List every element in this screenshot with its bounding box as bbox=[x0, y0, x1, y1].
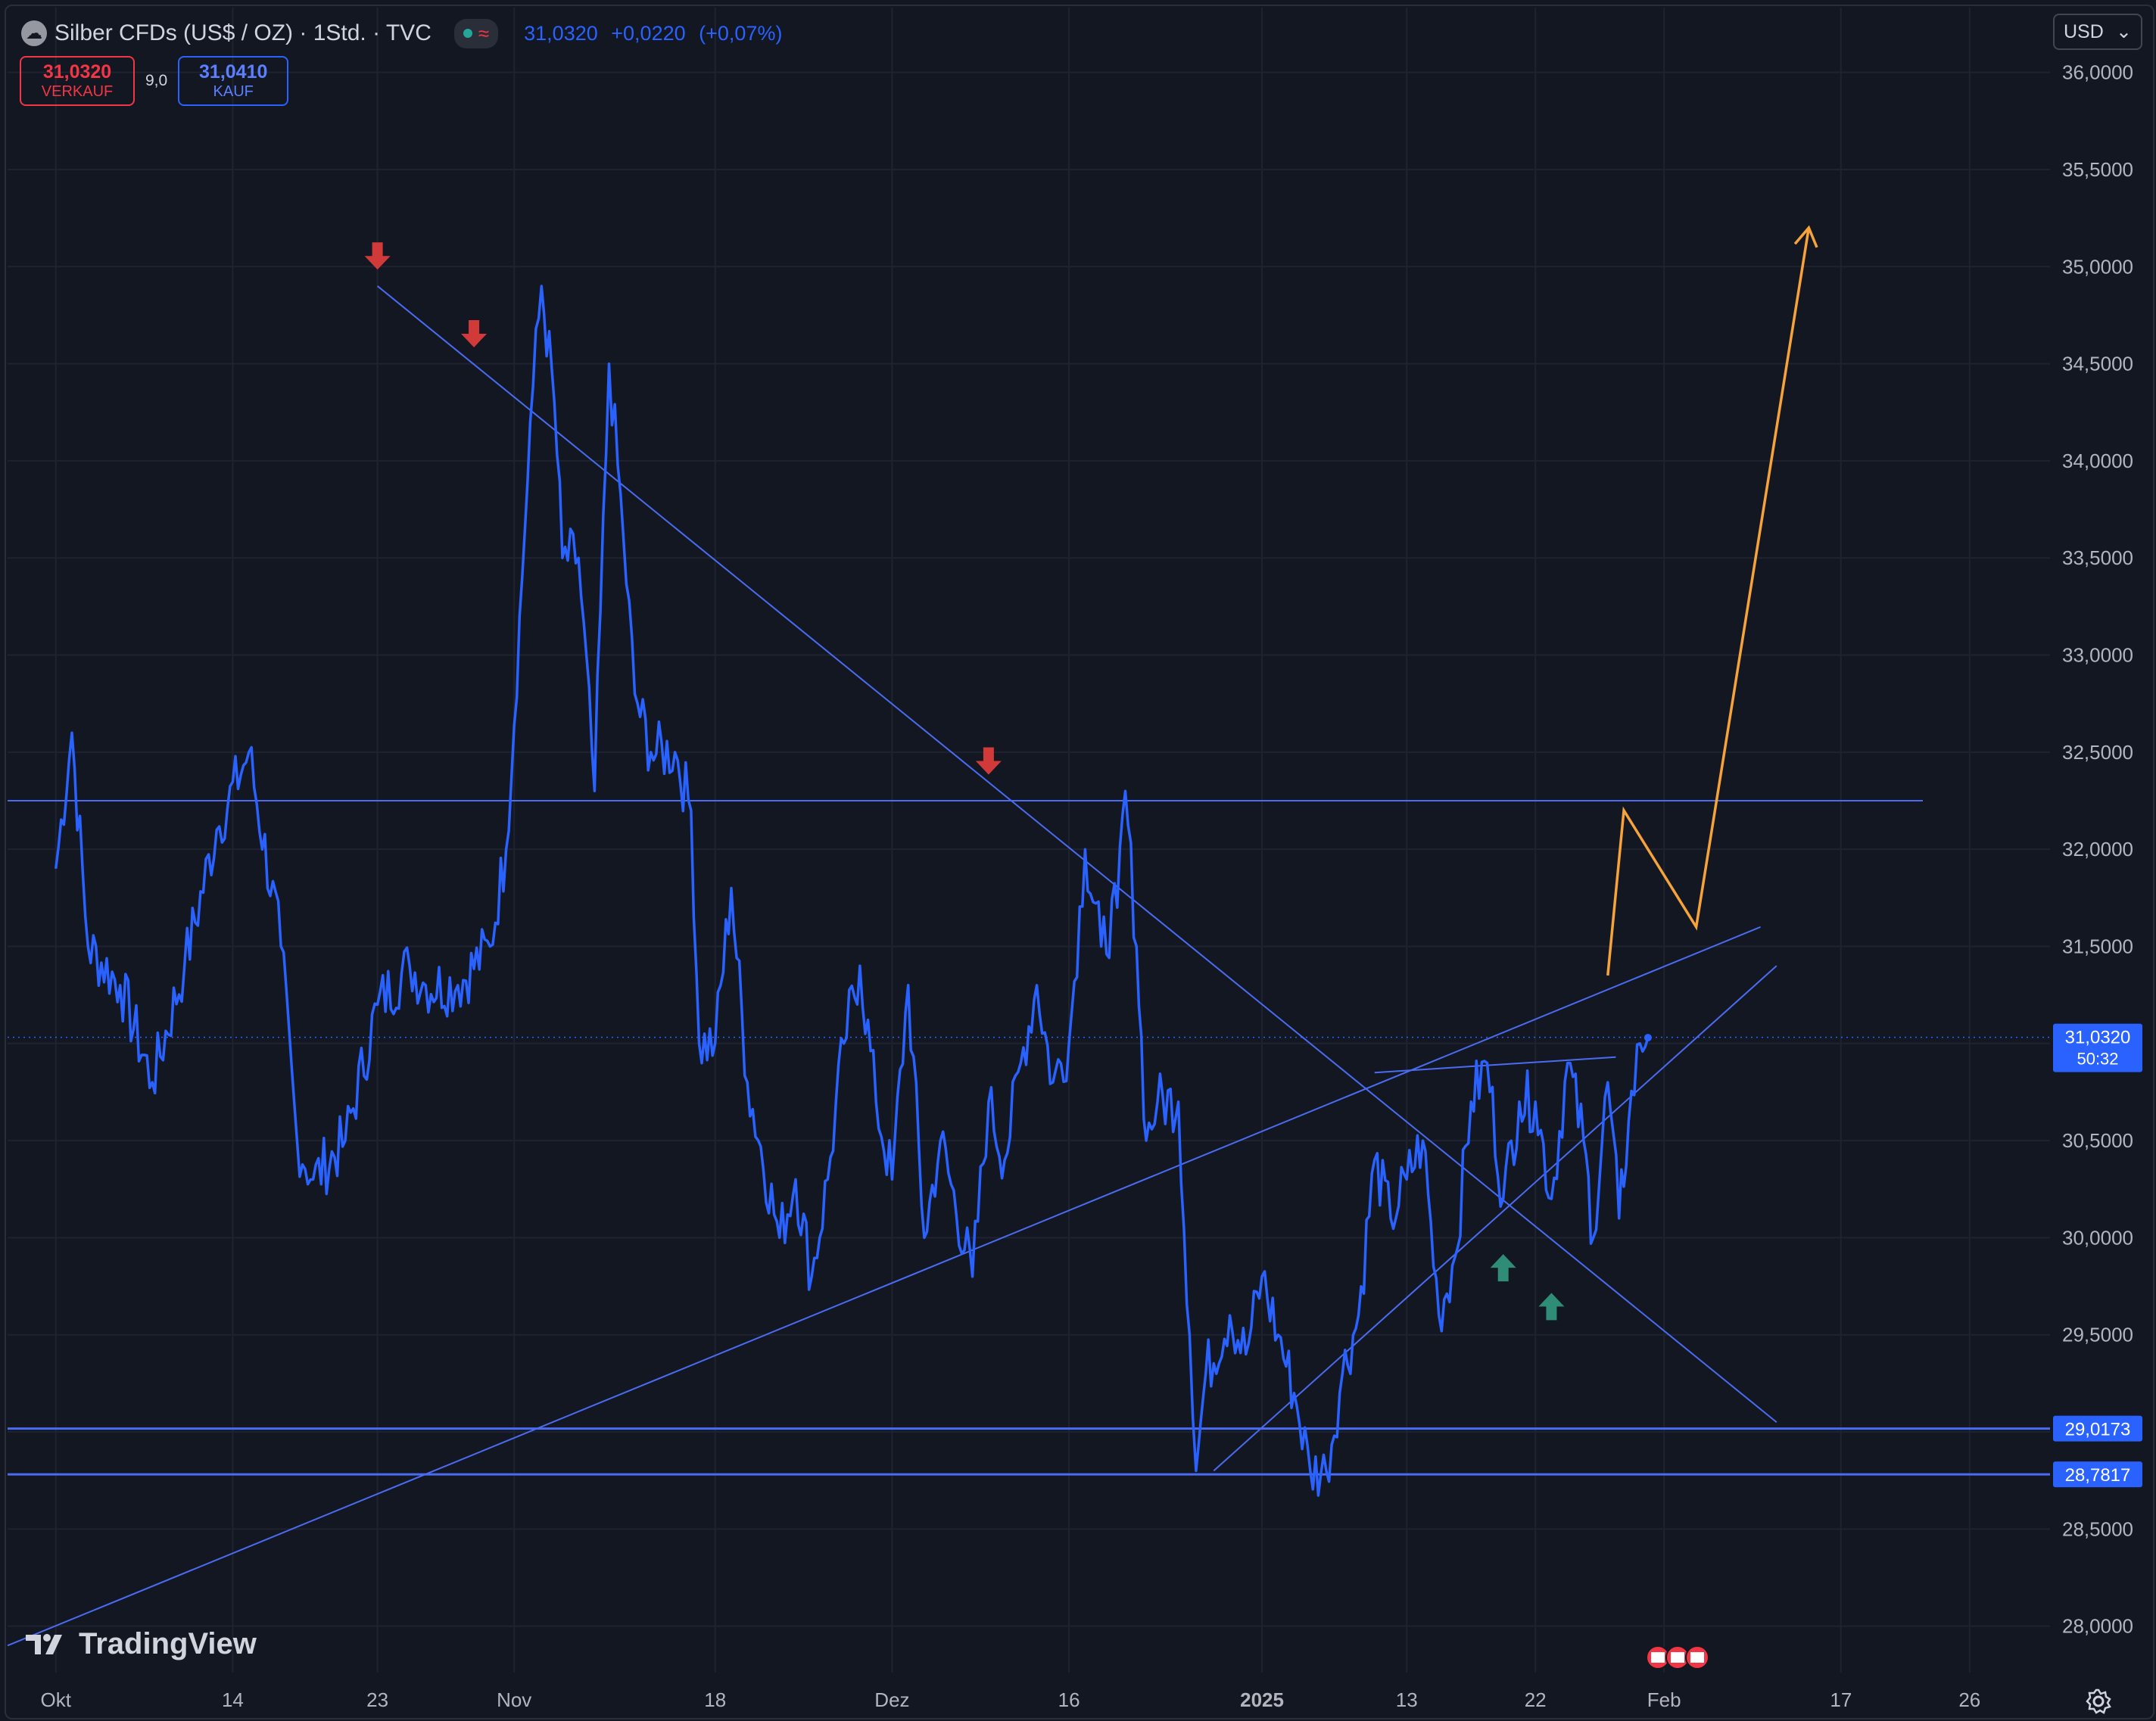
y-tick-label: 30,5000 bbox=[2062, 1129, 2133, 1152]
up-arrow-icon bbox=[1490, 1254, 1516, 1282]
tradingview-logo-icon bbox=[26, 1633, 62, 1654]
x-tick-label: 14 bbox=[222, 1688, 244, 1711]
status-dot-icon bbox=[463, 29, 472, 38]
y-tick-label: 30,0000 bbox=[2062, 1226, 2133, 1249]
trend-line bbox=[376, 285, 1777, 1423]
down-arrow-icon bbox=[975, 747, 1002, 775]
countdown-label: 50:32 bbox=[2077, 1050, 2118, 1069]
y-tick-label: 34,5000 bbox=[2062, 353, 2133, 375]
currency-label: USD bbox=[2064, 20, 2104, 42]
spread-value: 9,0 bbox=[145, 72, 168, 89]
buy-price: 31,0410 bbox=[199, 61, 268, 82]
forecast-arrowhead bbox=[1793, 225, 1818, 248]
x-tick-label: Okt bbox=[41, 1688, 72, 1711]
symbol-icon[interactable]: ☁ bbox=[21, 20, 47, 46]
price-label-box bbox=[2053, 1461, 2142, 1488]
us-flag-event-icon-stripe bbox=[1690, 1652, 1704, 1663]
price-series-line bbox=[54, 285, 1650, 1497]
symbol-title[interactable]: Silber CFDs (US$ / OZ) · 1Std. · TVC bbox=[55, 20, 432, 45]
currency-select[interactable]: USD ⌄ bbox=[2053, 14, 2142, 50]
market-status[interactable]: ≈ bbox=[453, 18, 499, 48]
chevron-down-icon: ⌄ bbox=[2116, 21, 2132, 42]
trend-line bbox=[1213, 965, 1777, 1472]
x-tick-label: 16 bbox=[1058, 1688, 1080, 1711]
last-price: 31,0320 bbox=[524, 21, 598, 45]
x-tick-label: 17 bbox=[1830, 1688, 1852, 1711]
us-flag-event-icon-stripe bbox=[1671, 1652, 1684, 1663]
x-tick-label: Dez bbox=[874, 1688, 909, 1711]
sell-label: VERKAUF bbox=[41, 83, 114, 100]
last-price-marker bbox=[1643, 1034, 1652, 1042]
last-quote: 31,0320 +0,0220 (+0,07%) bbox=[524, 22, 790, 45]
forecast-path bbox=[1606, 227, 1811, 976]
settings-icon[interactable] bbox=[2083, 1686, 2114, 1716]
price-change-pct: (+0,07%) bbox=[699, 21, 783, 45]
y-tick-label: 32,5000 bbox=[2062, 741, 2133, 764]
y-tick-label: 31,5000 bbox=[2062, 935, 2133, 957]
y-tick-label: 33,0000 bbox=[2062, 644, 2133, 667]
price-label-text: 28,7817 bbox=[2065, 1465, 2131, 1486]
down-arrow-icon bbox=[461, 319, 488, 347]
y-tick-label: 35,0000 bbox=[2062, 255, 2133, 278]
price-label-box bbox=[2053, 1023, 2142, 1072]
down-arrow-icon bbox=[364, 242, 391, 270]
trend-line bbox=[7, 926, 1761, 1647]
y-tick-label: 28,5000 bbox=[2062, 1517, 2133, 1540]
logo-text: TradingView bbox=[79, 1627, 257, 1660]
y-tick-label: 36,0000 bbox=[2062, 61, 2133, 84]
x-tick-label: 2025 bbox=[1240, 1688, 1284, 1711]
x-tick-label: 13 bbox=[1396, 1688, 1418, 1711]
y-tick-label: 28,0000 bbox=[2062, 1615, 2133, 1638]
y-tick-label: 34,0000 bbox=[2062, 450, 2133, 472]
trend-line bbox=[1374, 1056, 1616, 1074]
tradingview-logo[interactable]: TradingView bbox=[24, 1627, 257, 1661]
y-tick-label: 29,5000 bbox=[2062, 1324, 2133, 1346]
x-tick-label: 26 bbox=[1958, 1688, 1980, 1711]
y-tick-label: 35,5000 bbox=[2062, 158, 2133, 181]
us-flag-event-icon-stripe bbox=[1651, 1652, 1665, 1663]
price-label-text: 31,0320 bbox=[2065, 1028, 2131, 1048]
quote-buttons: 31,0320 VERKAUF 9,0 31,0410 KAUF bbox=[20, 56, 289, 106]
delay-icon: ≈ bbox=[478, 21, 490, 45]
y-tick-label: 32,0000 bbox=[2062, 838, 2133, 860]
buy-label: KAUF bbox=[213, 83, 254, 100]
price-label-box bbox=[2053, 1415, 2142, 1442]
price-change: +0,0220 bbox=[611, 21, 686, 45]
x-tick-label: Feb bbox=[1647, 1688, 1681, 1711]
up-arrow-icon bbox=[1538, 1293, 1565, 1321]
sell-price: 31,0320 bbox=[42, 61, 112, 82]
x-tick-label: 22 bbox=[1525, 1688, 1547, 1711]
buy-button[interactable]: 31,0410 KAUF bbox=[178, 56, 289, 106]
y-tick-label: 33,5000 bbox=[2062, 546, 2133, 569]
price-label-text: 29,0173 bbox=[2065, 1420, 2131, 1440]
sell-button[interactable]: 31,0320 VERKAUF bbox=[20, 56, 135, 106]
x-tick-label: 18 bbox=[704, 1688, 726, 1711]
x-tick-label: Nov bbox=[497, 1688, 531, 1711]
chart-header: ☁ Silber CFDs (US$ / OZ) · 1Std. · TVC ≈… bbox=[21, 17, 790, 50]
x-tick-label: 23 bbox=[366, 1688, 388, 1711]
